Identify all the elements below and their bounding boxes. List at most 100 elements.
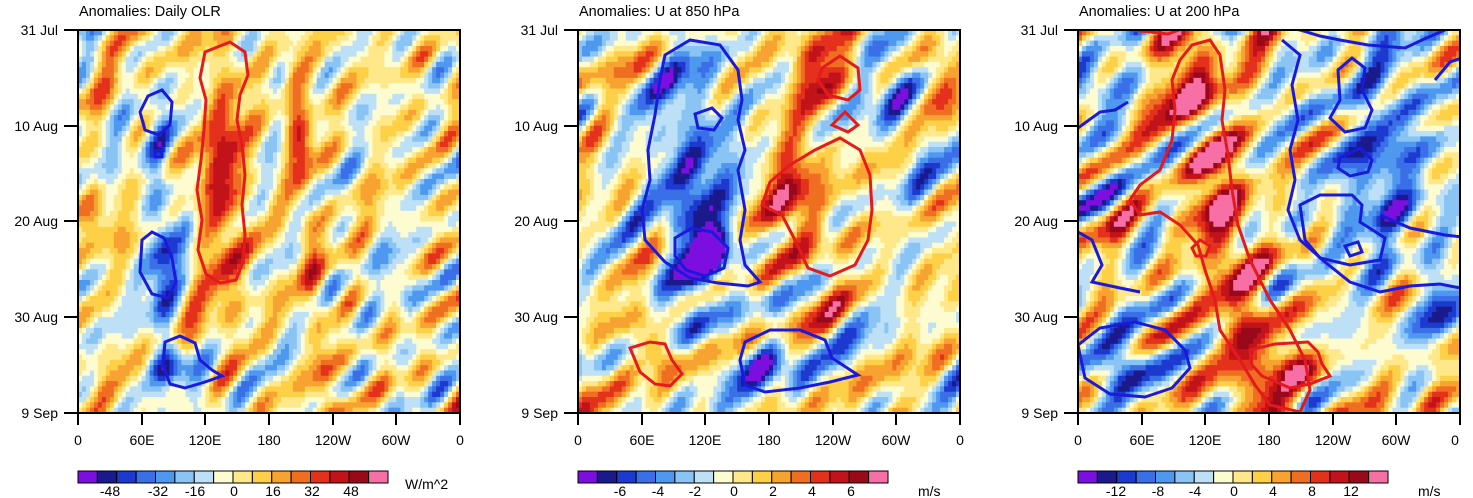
heatmap-cell xyxy=(396,242,401,249)
heatmap-cell xyxy=(201,109,206,116)
heatmap-cell xyxy=(141,237,147,244)
heatmap-cell xyxy=(137,221,143,228)
heatmap-cell xyxy=(137,290,143,297)
heatmap-cell xyxy=(105,178,111,185)
heatmap-cell xyxy=(456,83,460,90)
heatmap-cell xyxy=(444,226,449,233)
heatmap-cell xyxy=(245,99,250,106)
heatmap-cell xyxy=(428,147,433,153)
heatmap-cell xyxy=(328,168,334,175)
heatmap-cell xyxy=(141,72,147,79)
heatmap-cell xyxy=(292,290,298,297)
heatmap-cell xyxy=(384,88,389,95)
heatmap-cell xyxy=(269,125,274,132)
heatmap-cell xyxy=(360,280,366,286)
heatmap-cell xyxy=(221,269,226,276)
heatmap-cell xyxy=(428,280,433,286)
heatmap-cell xyxy=(157,221,163,228)
heatmap-cell xyxy=(161,194,167,201)
heatmap-cell xyxy=(229,72,234,79)
heatmap-cell xyxy=(444,99,449,106)
heatmap-cell xyxy=(452,168,457,175)
heatmap-cell xyxy=(432,301,437,308)
heatmap-cell xyxy=(324,242,330,249)
heatmap-cell xyxy=(113,131,119,137)
heatmap-cell xyxy=(157,72,163,79)
heatmap-cell xyxy=(201,248,206,255)
heatmap-cell xyxy=(412,280,417,286)
heatmap-cell xyxy=(149,226,155,233)
heatmap-cell xyxy=(416,162,421,169)
heatmap-cell xyxy=(97,61,103,68)
heatmap-cell xyxy=(428,242,433,249)
heatmap-cell xyxy=(388,40,393,47)
heatmap-cell xyxy=(428,104,433,111)
heatmap-cell xyxy=(249,51,254,58)
heatmap-cell xyxy=(81,115,87,122)
heatmap-cell xyxy=(372,157,378,164)
heatmap-cell xyxy=(153,194,159,201)
heatmap-cell xyxy=(396,99,401,106)
heatmap-cell xyxy=(221,30,226,36)
heatmap-cell xyxy=(265,141,270,148)
heatmap-cell xyxy=(237,67,242,74)
heatmap-cell xyxy=(428,51,433,58)
heatmap-cell xyxy=(332,178,338,185)
heatmap-cell xyxy=(396,178,401,185)
heatmap-cell xyxy=(276,237,282,244)
heatmap-cell xyxy=(392,168,397,175)
heatmap-cell xyxy=(125,253,131,260)
heatmap-cell xyxy=(372,141,378,148)
heatmap-cell xyxy=(101,226,107,233)
heatmap-cell xyxy=(78,45,83,52)
heatmap-cell xyxy=(153,56,159,63)
heatmap-cell xyxy=(213,258,218,265)
heatmap-cell xyxy=(424,104,429,111)
heatmap-cell xyxy=(89,280,95,286)
heatmap-cell xyxy=(444,205,449,212)
heatmap-cell xyxy=(340,83,346,90)
heatmap-cell xyxy=(312,152,318,159)
heatmap-cell xyxy=(217,93,222,100)
heatmap-cell xyxy=(213,248,218,255)
heatmap-cell xyxy=(368,40,374,47)
heatmap-cell xyxy=(117,290,123,297)
heatmap-cell xyxy=(364,264,370,270)
heatmap-cell xyxy=(312,295,318,302)
heatmap-cell xyxy=(129,88,135,95)
heatmap-cell xyxy=(253,35,258,42)
heatmap-cell xyxy=(404,136,409,143)
heatmap-cell xyxy=(448,178,453,185)
heatmap-cell xyxy=(288,77,294,84)
heatmap-cell xyxy=(360,242,366,249)
heatmap-cell xyxy=(340,290,346,297)
heatmap-cell xyxy=(109,295,115,302)
heatmap-cell xyxy=(109,120,115,127)
heatmap-cell xyxy=(320,40,326,47)
heatmap-cell xyxy=(249,221,254,228)
heatmap-cell xyxy=(181,189,187,196)
heatmap-cell xyxy=(233,131,238,137)
heatmap-cell xyxy=(169,131,175,137)
heatmap-cell xyxy=(372,285,378,292)
heatmap-cell xyxy=(368,30,374,36)
heatmap-cell xyxy=(109,93,115,100)
heatmap-cell xyxy=(217,242,222,249)
heatmap-cell xyxy=(296,168,302,175)
heatmap-cell xyxy=(221,189,226,196)
heatmap-cell xyxy=(400,131,405,137)
heatmap-cell xyxy=(213,280,218,286)
heatmap-cell xyxy=(292,147,298,153)
heatmap-cell xyxy=(257,248,262,255)
heatmap-cell xyxy=(81,51,87,58)
heatmap-cell xyxy=(229,253,234,260)
heatmap-cell xyxy=(241,93,246,100)
heatmap-cell xyxy=(237,216,242,223)
heatmap-cell xyxy=(356,178,362,185)
heatmap-cell xyxy=(213,226,218,233)
heatmap-cell xyxy=(197,35,202,42)
heatmap-cell xyxy=(276,189,282,196)
panel-olr: Anomalies: Daily OLR 31 Jul 10 Aug 20 Au… xyxy=(14,4,464,498)
heatmap-cell xyxy=(324,88,330,95)
heatmap-cell xyxy=(97,83,103,90)
